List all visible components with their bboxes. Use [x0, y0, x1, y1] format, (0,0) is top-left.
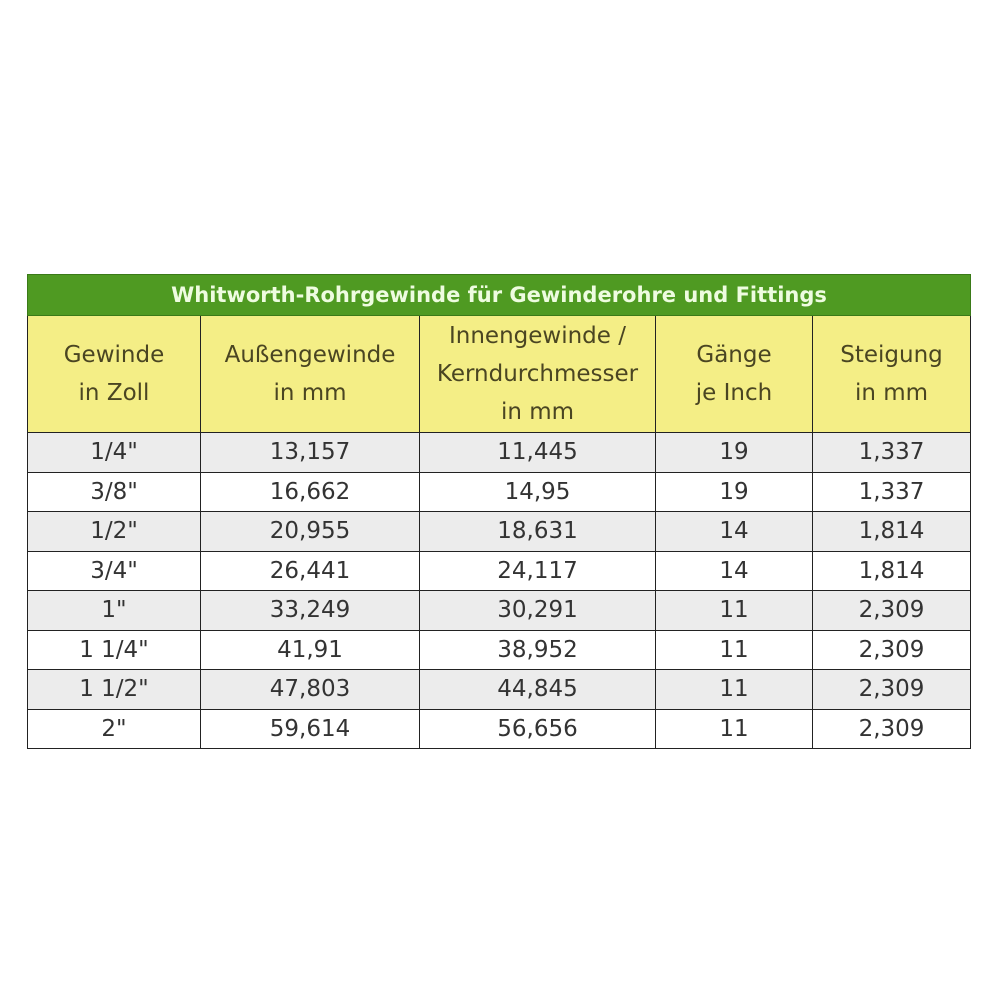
table-row: 1/4" 13,157 11,445 19 1,337	[27, 432, 972, 473]
table-cell: 14,95	[419, 471, 656, 512]
table-row: 1/2" 20,955 18,631 14 1,814	[27, 511, 972, 552]
table-cell: 13,157	[200, 432, 420, 473]
table-cell: 16,662	[200, 471, 420, 512]
column-header-line: Innengewinde /	[448, 323, 626, 349]
table-cell: 20,955	[200, 511, 420, 552]
table-cell: 38,952	[419, 629, 656, 670]
table-cell: 14	[655, 550, 813, 591]
table-cell: 3/4"	[27, 550, 201, 591]
table-cell: 14	[655, 511, 813, 552]
column-header-line: Kerndurchmesser	[436, 361, 639, 387]
table-cell: 2,309	[811, 590, 972, 631]
column-header-line: in mm	[500, 399, 575, 425]
column-header-line: Außengewinde	[224, 342, 396, 368]
table-cell: 19	[655, 471, 813, 512]
table-cell: 1,337	[811, 432, 972, 473]
table-row: 1 1/2" 47,803 44,845 11 2,309	[27, 669, 972, 710]
table-cell: 26,441	[200, 550, 420, 591]
table-cell: 41,91	[200, 629, 420, 670]
column-header-line: Gänge	[696, 342, 772, 368]
column-header: Gänge je Inch	[655, 315, 813, 433]
table-cell: 56,656	[419, 708, 656, 749]
column-header: Gewinde in Zoll	[27, 315, 201, 433]
table-cell: 44,845	[419, 669, 656, 710]
table-cell: 11	[655, 590, 813, 631]
table-cell: 33,249	[200, 590, 420, 631]
table-cell: 1 1/2"	[27, 669, 201, 710]
table-cell: 11	[655, 629, 813, 670]
table-title: Whitworth-Rohrgewinde für Gewinderohre u…	[26, 274, 972, 316]
table-cell: 19	[655, 432, 813, 473]
table-cell: 11	[655, 708, 813, 749]
table-cell: 11	[655, 669, 813, 710]
table-cell: 2,309	[811, 708, 972, 749]
table-cell: 1/4"	[27, 432, 201, 473]
table-row: 1" 33,249 30,291 11 2,309	[27, 590, 972, 631]
column-header: Außengewinde in mm	[200, 315, 420, 433]
table-row: 3/8" 16,662 14,95 19 1,337	[27, 471, 972, 512]
table-cell: 1,814	[811, 550, 972, 591]
table-cell: 1"	[27, 590, 201, 631]
column-header-line: je Inch	[695, 380, 773, 406]
column-header-line: Gewinde	[63, 342, 165, 368]
column-header-line: in mm	[273, 380, 347, 406]
column-header-line: in Zoll	[78, 380, 150, 406]
table-cell: 1 1/4"	[27, 629, 201, 670]
table-cell: 30,291	[419, 590, 656, 631]
table-row: 3/4" 26,441 24,117 14 1,814	[27, 550, 972, 591]
column-header: Innengewinde / Kerndurchmesser in mm	[419, 315, 656, 433]
table-cell: 2,309	[811, 669, 972, 710]
column-header-line: Steigung	[840, 342, 943, 368]
table-cell: 1,337	[811, 471, 972, 512]
table-cell: 11,445	[419, 432, 656, 473]
table-cell: 47,803	[200, 669, 420, 710]
table-cell: 24,117	[419, 550, 656, 591]
thread-table: Whitworth-Rohrgewinde für Gewinderohre u…	[26, 274, 972, 749]
column-header-line: in mm	[854, 380, 929, 406]
table-cell: 2"	[27, 708, 201, 749]
table-row: 1 1/4" 41,91 38,952 11 2,309	[27, 629, 972, 670]
table-cell: 1,814	[811, 511, 972, 552]
table-cell: 18,631	[419, 511, 656, 552]
table-cell: 2,309	[811, 629, 972, 670]
table-cell: 3/8"	[27, 471, 201, 512]
column-header: Steigung in mm	[811, 315, 972, 433]
table-row: 2" 59,614 56,656 11 2,309	[27, 708, 972, 749]
table-cell: 1/2"	[27, 511, 201, 552]
table-cell: 59,614	[200, 708, 420, 749]
